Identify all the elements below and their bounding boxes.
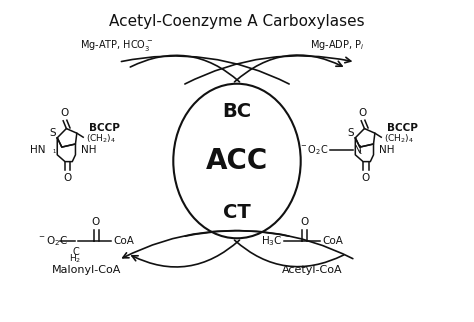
Text: O: O [300,217,309,227]
Text: O: O [60,108,68,118]
Text: (CH$_2$)$_4$: (CH$_2$)$_4$ [384,132,414,145]
Text: H$_2$: H$_2$ [69,252,82,265]
Text: N: N [354,146,362,156]
Text: $^-$O$_2$C: $^-$O$_2$C [299,144,328,157]
Text: HN: HN [30,146,46,156]
Text: $^1$: $^1$ [357,149,363,158]
Text: CoA: CoA [113,236,134,246]
Text: $^1$: $^1$ [52,148,57,157]
Text: C: C [72,247,79,257]
Text: CT: CT [223,203,251,222]
Text: ACC: ACC [206,147,268,175]
Text: BCCP: BCCP [387,123,418,133]
Text: CoA: CoA [322,236,344,246]
Text: O: O [362,173,370,183]
Text: Mg-ATP, HCO$_3^-$: Mg-ATP, HCO$_3^-$ [80,38,153,52]
Text: O: O [64,173,72,183]
Text: Acetyl-CoA: Acetyl-CoA [282,265,342,275]
Text: $^-$O$_2$C: $^-$O$_2$C [37,234,68,248]
Text: H$_3$C: H$_3$C [261,234,283,248]
Text: O: O [358,108,366,118]
Text: NH: NH [82,146,97,156]
Text: S: S [347,128,354,138]
Text: S: S [49,128,56,138]
Text: Mg-ADP, P$_i$: Mg-ADP, P$_i$ [310,38,364,52]
Text: Acetyl-Coenzyme A Carboxylases: Acetyl-Coenzyme A Carboxylases [109,14,365,29]
Text: BC: BC [222,102,252,121]
Text: BCCP: BCCP [89,123,120,133]
Text: NH: NH [379,146,395,156]
Text: (CH$_2$)$_4$: (CH$_2$)$_4$ [86,132,116,145]
Text: O: O [92,217,100,227]
Text: Malonyl-CoA: Malonyl-CoA [52,265,121,275]
